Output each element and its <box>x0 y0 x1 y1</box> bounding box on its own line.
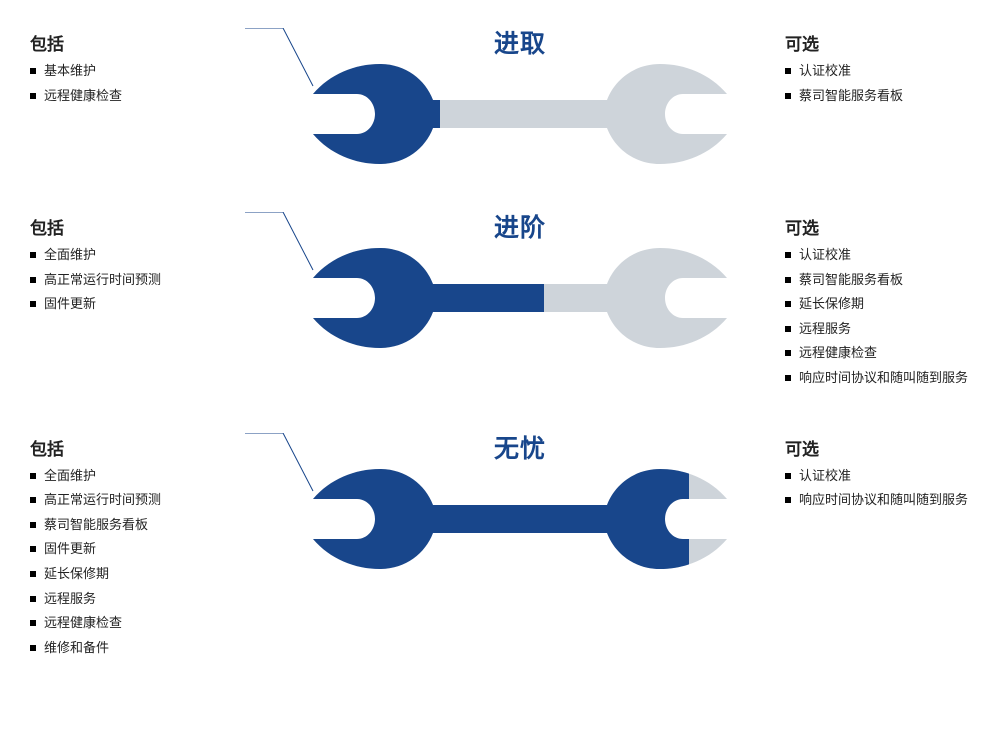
list-item: 认证校准 <box>785 63 971 79</box>
list-item: 响应时间协议和随叫随到服务 <box>785 492 971 508</box>
list-item: 响应时间协议和随叫随到服务 <box>785 370 971 386</box>
optional-heading: 可选 <box>785 435 971 460</box>
list-item: 认证校准 <box>785 247 971 263</box>
list-item: 远程服务 <box>785 321 971 337</box>
wrench-graphic <box>285 248 755 358</box>
tier-worryfree: 包括 全面维护 高正常运行时间预测 蔡司智能服务看板 固件更新 延长保修期 远程… <box>30 435 971 665</box>
included-column: 包括 全面维护 高正常运行时间预测 蔡司智能服务看板 固件更新 延长保修期 远程… <box>30 435 285 665</box>
wrench-graphic <box>285 469 755 579</box>
list-item: 基本维护 <box>30 63 275 79</box>
included-column: 包括 全面维护 高正常运行时间预测 固件更新 <box>30 214 285 321</box>
included-list: 全面维护 高正常运行时间预测 固件更新 <box>30 247 275 312</box>
included-list: 全面维护 高正常运行时间预测 蔡司智能服务看板 固件更新 延长保修期 远程服务 … <box>30 468 275 656</box>
optional-heading: 可选 <box>785 214 971 239</box>
optional-column: 可选 认证校准 蔡司智能服务看板 延长保修期 远程服务 远程健康检查 响应时间协… <box>755 214 971 395</box>
list-item: 延长保修期 <box>30 566 275 582</box>
tier-enterprising: 包括 基本维护 远程健康检查 进取 可选 认证校准 蔡司智能服务看板 <box>30 30 971 174</box>
optional-heading: 可选 <box>785 30 971 55</box>
list-item: 认证校准 <box>785 468 971 484</box>
included-heading: 包括 <box>30 435 275 460</box>
list-item: 蔡司智能服务看板 <box>30 517 275 533</box>
list-item: 高正常运行时间预测 <box>30 272 275 288</box>
optional-column: 可选 认证校准 蔡司智能服务看板 <box>755 30 971 112</box>
list-item: 延长保修期 <box>785 296 971 312</box>
list-item: 蔡司智能服务看板 <box>785 88 971 104</box>
included-heading: 包括 <box>30 30 275 55</box>
list-item: 远程健康检查 <box>785 345 971 361</box>
wrench-graphic <box>285 64 755 174</box>
infographic-page: 包括 基本维护 远程健康检查 进取 可选 认证校准 蔡司智能服务看板 <box>0 0 991 750</box>
optional-list: 认证校准 蔡司智能服务看板 延长保修期 远程服务 远程健康检查 响应时间协议和随… <box>785 247 971 386</box>
optional-list: 认证校准 蔡司智能服务看板 <box>785 63 971 103</box>
list-item: 高正常运行时间预测 <box>30 492 275 508</box>
tier-advanced: 包括 全面维护 高正常运行时间预测 固件更新 进阶 可选 认证校准 <box>30 214 971 395</box>
tier-title: 进取 <box>285 24 755 60</box>
list-item: 蔡司智能服务看板 <box>785 272 971 288</box>
list-item: 全面维护 <box>30 247 275 263</box>
list-item: 远程健康检查 <box>30 88 275 104</box>
list-item: 维修和备件 <box>30 640 275 656</box>
list-item: 远程健康检查 <box>30 615 275 631</box>
wrench-column: 进阶 <box>285 214 755 358</box>
included-column: 包括 基本维护 远程健康检查 <box>30 30 285 112</box>
optional-column: 可选 认证校准 响应时间协议和随叫随到服务 <box>755 435 971 517</box>
included-list: 基本维护 远程健康检查 <box>30 63 275 103</box>
list-item: 全面维护 <box>30 468 275 484</box>
list-item: 固件更新 <box>30 541 275 557</box>
tier-title: 进阶 <box>285 208 755 244</box>
list-item: 远程服务 <box>30 591 275 607</box>
included-heading: 包括 <box>30 214 275 239</box>
wrench-column: 进取 <box>285 30 755 174</box>
wrench-column: 无忧 <box>285 435 755 579</box>
list-item: 固件更新 <box>30 296 275 312</box>
tier-title: 无忧 <box>285 429 755 465</box>
optional-list: 认证校准 响应时间协议和随叫随到服务 <box>785 468 971 508</box>
